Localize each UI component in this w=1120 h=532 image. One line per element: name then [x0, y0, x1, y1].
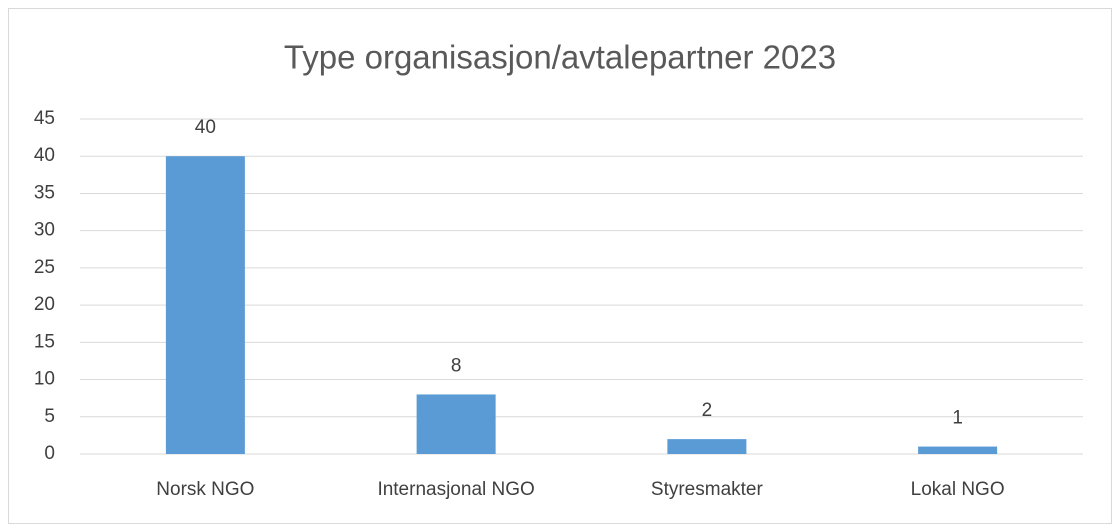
data-label: 8: [451, 355, 462, 376]
x-tick-label: Styresmakter: [651, 479, 764, 500]
data-label: 40: [195, 117, 216, 138]
y-tick-label: 45: [34, 108, 55, 129]
y-tick-label: 35: [34, 182, 55, 203]
y-tick-label: 30: [34, 220, 55, 241]
bar: [667, 439, 747, 454]
y-tick-label: 10: [34, 369, 55, 390]
x-tick-label: Lokal NGO: [911, 479, 1005, 500]
y-tick-label: 20: [34, 294, 55, 315]
bar: [918, 446, 998, 454]
y-tick-label: 15: [34, 331, 55, 352]
y-tick-label: 40: [34, 145, 55, 166]
y-tick-label: 5: [44, 406, 55, 427]
x-tick-label: Norsk NGO: [156, 479, 254, 500]
bar: [416, 394, 496, 454]
y-tick-label: 0: [44, 443, 55, 464]
chart-title: Type organisasjon/avtalepartner 2023: [284, 39, 836, 76]
data-label: 1: [952, 408, 963, 429]
bar: [165, 156, 245, 454]
y-tick-label: 25: [34, 257, 55, 278]
x-tick-label: Internasjonal NGO: [377, 479, 534, 500]
data-label: 2: [702, 400, 713, 421]
